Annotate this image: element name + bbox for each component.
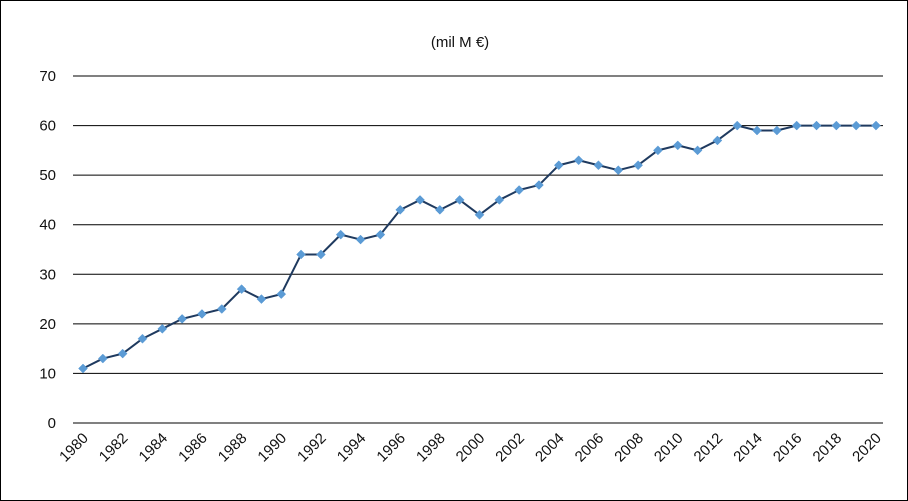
data-point-1980: [78, 363, 88, 374]
data-point-1990: [276, 289, 287, 299]
data-point-1984: [157, 323, 168, 334]
data-point-2002: [514, 185, 525, 195]
data-point-1983: [137, 333, 148, 344]
data-point-1985: [177, 314, 187, 324]
data-point-1994: [355, 234, 366, 245]
chart-title: (mil M €): [431, 34, 489, 51]
data-point-2014: [752, 125, 762, 136]
data-point-1992: [316, 249, 326, 260]
data-point-2004: [553, 160, 564, 171]
data-point-2010: [672, 140, 683, 151]
data-point-2006: [593, 160, 604, 171]
data-point-1999: [454, 195, 465, 205]
data-point-1987: [216, 304, 227, 314]
data-point-1995: [375, 229, 386, 240]
data-point-2013: [732, 120, 743, 131]
data-point-1998: [434, 204, 445, 215]
y-tick-label: 10: [39, 365, 56, 382]
data-point-1989: [256, 294, 267, 304]
data-point-2019: [851, 120, 862, 131]
data-point-1981: [97, 353, 108, 364]
data-point-2017: [811, 120, 822, 131]
data-point-2000: [474, 209, 485, 220]
data-point-1988: [236, 284, 247, 295]
y-tick-label: 60: [39, 118, 56, 135]
data-point-1982: [117, 348, 128, 359]
data-point-2011: [692, 145, 703, 156]
data-point-1991: [296, 249, 306, 260]
data-point-1993: [335, 229, 346, 240]
data-point-2012: [712, 135, 723, 146]
data-point-2020: [871, 120, 881, 131]
data-point-2005: [573, 155, 584, 166]
gridlines: [73, 75, 883, 424]
data-point-2016: [791, 120, 802, 131]
data-point-2001: [494, 195, 505, 205]
y-tick-label: 40: [39, 217, 56, 234]
data-point-2008: [633, 160, 643, 171]
data-point-2009: [653, 145, 663, 156]
y-tick-label: 50: [39, 167, 56, 184]
y-tick-label: 20: [39, 316, 56, 333]
data-point-2003: [534, 180, 544, 190]
y-axis-ticks: 0 10 20 30 40 50 60 70: [39, 68, 56, 432]
data-point-1996: [395, 204, 406, 215]
data-point-1986: [197, 309, 207, 319]
data-point-2018: [831, 120, 842, 131]
y-tick-label: 0: [48, 415, 56, 432]
data-point-1997: [415, 195, 425, 205]
series-layer: [78, 120, 881, 374]
y-tick-label: 70: [39, 68, 56, 85]
y-tick-label: 30: [39, 266, 56, 283]
data-point-2015: [772, 125, 782, 136]
data-point-2007: [613, 165, 624, 176]
